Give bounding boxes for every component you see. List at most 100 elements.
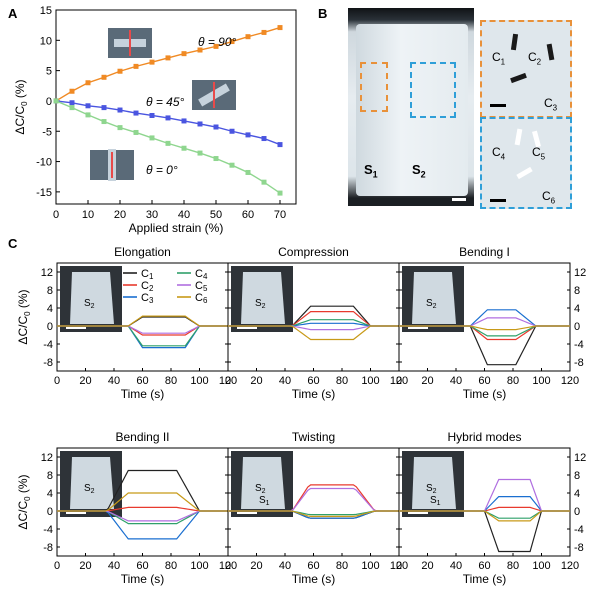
label-s2: S2 <box>412 162 426 180</box>
x-tick-label: 0 <box>54 375 60 387</box>
x-tick-label: 60 <box>136 560 148 572</box>
inset-label: S2 <box>426 298 437 310</box>
data-point <box>133 110 139 116</box>
series-line <box>399 510 570 553</box>
x-tick-label: 0 <box>225 375 231 387</box>
panel-label-b: B <box>318 6 328 21</box>
data-point <box>85 103 91 109</box>
blue-dashed-region <box>410 62 456 118</box>
y-tick-label: 0 <box>574 506 580 518</box>
data-point <box>101 119 107 125</box>
x-tick-label: 40 <box>178 209 190 221</box>
data-point <box>229 39 235 45</box>
y-tick-label: 4 <box>574 303 580 315</box>
x-tick-label: 40 <box>108 375 120 387</box>
y-tick-label: -8 <box>43 357 53 369</box>
inset-label: S2 <box>255 298 266 310</box>
x-tick-label: 120 <box>561 560 579 572</box>
subplot: Bending I 0 20 40 60 80 100 120 Time (s) -8 -4 0 4 8 1… <box>396 245 586 401</box>
data-point <box>69 88 75 94</box>
x-tick-label: 100 <box>190 375 208 387</box>
data-point <box>229 162 235 168</box>
data-point <box>277 142 283 148</box>
scale-bar <box>490 199 506 202</box>
x-tick-label: 80 <box>507 375 519 387</box>
y-tick-label: 12 <box>41 452 53 464</box>
label-s1: S1 <box>364 162 378 180</box>
x-tick-label: 20 <box>421 560 433 572</box>
data-point <box>53 98 59 104</box>
plot-frame <box>55 9 297 205</box>
legend-label: C1 <box>141 268 154 281</box>
silicone-sample <box>241 457 285 509</box>
electrode-c6 <box>516 166 533 180</box>
data-point <box>261 136 267 142</box>
y-tick-label: 4 <box>574 488 580 500</box>
y-axis-label: ΔC/C0 (%) <box>16 289 32 344</box>
data-point <box>101 74 107 80</box>
x-tick-label: 120 <box>219 560 237 572</box>
data-point <box>85 80 91 86</box>
inset-label: S2 <box>84 298 95 310</box>
data-point <box>261 29 267 35</box>
x-axis-label: Time (s) <box>463 387 507 401</box>
x-tick-label: 20 <box>250 375 262 387</box>
inset-label: S1 <box>259 495 270 507</box>
electrode-c1 <box>510 33 519 51</box>
y-tick-label: -4 <box>43 524 53 536</box>
x-tick-label: 40 <box>108 560 120 572</box>
sample-illustration <box>192 80 236 110</box>
x-tick-label: 80 <box>336 375 348 387</box>
silicone-sample <box>241 272 285 324</box>
x-tick-label: 20 <box>250 560 262 572</box>
x-tick-label: 40 <box>279 375 291 387</box>
electrode-c3 <box>510 72 527 84</box>
x-tick-label: 0 <box>53 209 59 221</box>
x-tick-label: 0 <box>396 375 402 387</box>
y-tick-label: 5 <box>46 66 52 78</box>
y-tick-label: 8 <box>574 285 580 297</box>
series-line <box>57 492 228 512</box>
x-tick-label: 120 <box>390 560 408 572</box>
x-tick-label: 60 <box>136 375 148 387</box>
x-tick-label: 50 <box>210 209 222 221</box>
data-point <box>165 115 171 121</box>
x-tick-label: 40 <box>450 375 462 387</box>
series-line <box>57 315 228 327</box>
y-tick-label: 10 <box>40 35 52 47</box>
y-tick-label: -5 <box>42 126 52 138</box>
panel-label-a: A <box>8 6 18 21</box>
sample-illustration <box>90 149 134 181</box>
data-point <box>149 112 155 118</box>
silicone-sample <box>70 272 114 324</box>
scale-bar <box>490 104 506 107</box>
data-point <box>277 25 283 31</box>
series-label: θ = 0° <box>146 163 178 177</box>
legend-label: C5 <box>195 280 208 293</box>
x-tick-label: 80 <box>165 560 177 572</box>
series-line <box>228 325 399 341</box>
label-c3: C3 <box>544 96 558 113</box>
x-tick-label: 20 <box>114 209 126 221</box>
sample-illustration <box>108 28 152 58</box>
data-point <box>69 100 75 106</box>
data-point <box>213 43 219 49</box>
y-tick-label: 8 <box>574 470 580 482</box>
y-axis-label: ΔC/C0 (%) <box>13 79 29 134</box>
series-line <box>399 510 570 522</box>
y-tick-label: 12 <box>574 267 586 279</box>
data-point <box>245 132 251 138</box>
data-point <box>181 145 187 151</box>
y-tick-label: 4 <box>47 488 53 500</box>
label-c1: C1 <box>492 50 506 67</box>
label-c6: C6 <box>542 189 556 206</box>
x-tick-label: 10 <box>82 209 94 221</box>
y-tick-label: 12 <box>41 267 53 279</box>
y-tick-label: -8 <box>43 542 53 554</box>
x-axis-label: Time (s) <box>292 572 336 586</box>
x-tick-label: 60 <box>307 375 319 387</box>
data-point <box>181 118 187 124</box>
data-point <box>133 129 139 135</box>
